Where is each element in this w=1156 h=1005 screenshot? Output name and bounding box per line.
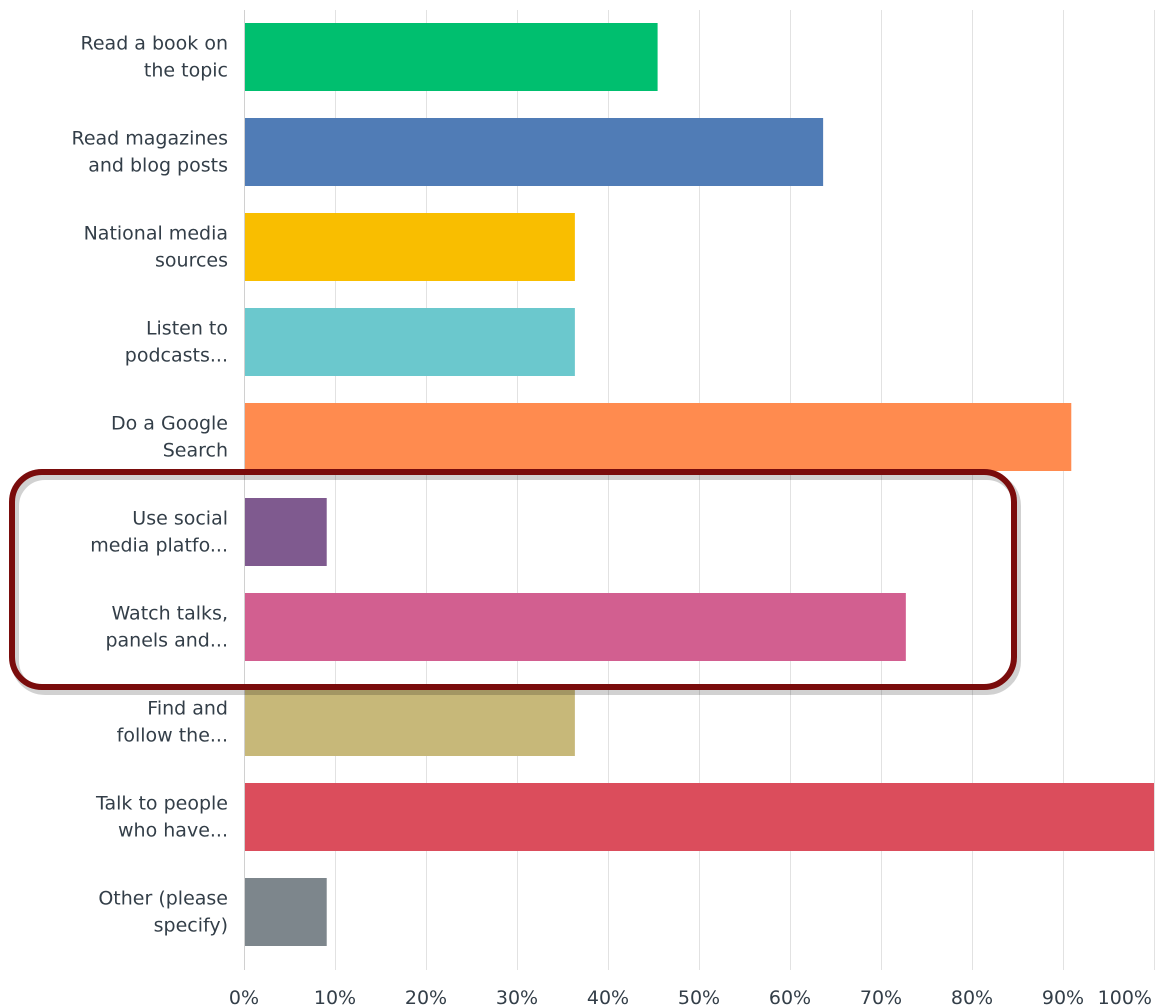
bar-layer: [245, 23, 1154, 946]
tick-label-8: 80%: [951, 987, 993, 1005]
category-label-1-1: and blog posts: [88, 155, 228, 177]
bar-1: [245, 118, 824, 186]
bar-9: [245, 878, 327, 946]
tick-label-9: 90%: [1042, 987, 1084, 1005]
bar-7: [245, 688, 575, 756]
category-label-1-0: Read magazines: [71, 128, 228, 150]
category-label-2-1: sources: [155, 250, 228, 272]
tick-layer: 0% 10% 20% 30% 40% 50% 60% 70% 80% 90% 100%: [229, 987, 1152, 1005]
category-label-8-0: Talk to people: [95, 793, 228, 815]
bar-4: [245, 403, 1072, 471]
category-label-0-0: Read a book on: [81, 33, 228, 55]
label-layer: Read a book on the topic Read magazines and…: [71, 33, 228, 937]
bar-5: [245, 498, 327, 566]
category-label-5-1: media platfo...: [90, 535, 228, 557]
category-label-3-1: podcasts...: [125, 345, 228, 367]
tick-label-2: 20%: [405, 987, 447, 1005]
category-label-2-0: National media: [84, 223, 228, 245]
category-label-6-1: panels and...: [105, 630, 228, 652]
category-label-8-1: who have...: [118, 820, 228, 842]
category-label-7-1: follow the...: [117, 725, 228, 747]
category-label-5-0: Use social: [132, 508, 228, 530]
highlight-box: [9, 469, 1017, 690]
bar-6: [245, 593, 906, 661]
tick-label-3: 30%: [496, 987, 538, 1005]
tick-label-5: 50%: [678, 987, 720, 1005]
category-label-6-0: Watch talks,: [111, 603, 228, 625]
category-label-7-0: Find and: [147, 698, 228, 720]
category-label-9-1: specify): [154, 915, 228, 937]
category-label-9-0: Other (please: [98, 888, 228, 910]
bar-0: [245, 23, 658, 91]
category-label-3-0: Listen to: [146, 318, 228, 340]
tick-label-4: 40%: [587, 987, 629, 1005]
tick-label-6: 60%: [769, 987, 811, 1005]
bar-3: [245, 308, 575, 376]
bar-8: [245, 783, 1154, 851]
tick-label-0: 0%: [229, 987, 259, 1005]
bar-2: [245, 213, 575, 281]
tick-label-1: 10%: [314, 987, 356, 1005]
category-label-4-0: Do a Google: [111, 413, 228, 435]
category-label-0-1: the topic: [144, 60, 228, 82]
tick-label-10: 100%: [1098, 987, 1152, 1005]
highlight-layer: [9, 469, 1021, 695]
tick-label-7: 70%: [860, 987, 902, 1005]
category-label-4-1: Search: [163, 440, 228, 462]
